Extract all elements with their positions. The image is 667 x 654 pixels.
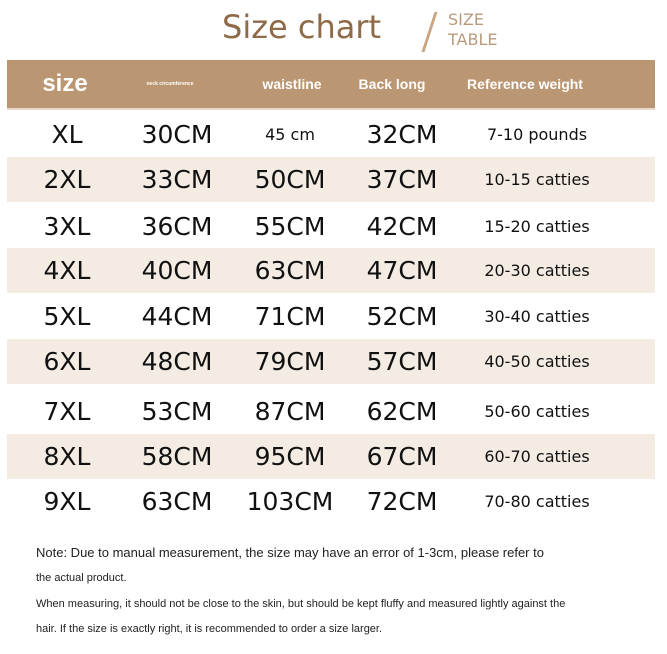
cell-waist: 95CM bbox=[254, 442, 326, 471]
cell-back: 57CM bbox=[366, 347, 438, 376]
cell-waist: 103CM bbox=[246, 487, 334, 516]
cell-weight: 15-20 catties bbox=[484, 217, 590, 236]
cell-waist: 45 cm bbox=[265, 125, 315, 144]
table-row: 4XL 40CM 63CM 47CM 20-30 catties bbox=[7, 248, 655, 293]
table-row: 5XL 44CM 71CM 52CM 30-40 catties bbox=[7, 294, 655, 339]
cell-neck: 58CM bbox=[141, 442, 213, 471]
table-row: XL 30CM 45 cm 32CM 7-10 pounds bbox=[7, 112, 655, 157]
cell-size: 9XL bbox=[43, 487, 91, 516]
cell-neck: 48CM bbox=[141, 347, 213, 376]
cell-neck: 36CM bbox=[141, 212, 213, 241]
cell-size: 3XL bbox=[43, 212, 91, 241]
note-line-1: Note: Due to manual measurement, the siz… bbox=[36, 545, 544, 560]
header-weight: Reference weight bbox=[467, 76, 583, 92]
cell-neck: 40CM bbox=[141, 256, 213, 285]
cell-back: 37CM bbox=[366, 165, 438, 194]
cell-back: 42CM bbox=[366, 212, 438, 241]
cell-weight: 7-10 pounds bbox=[486, 125, 588, 144]
table-row: 9XL 63CM 103CM 72CM 70-80 catties bbox=[7, 479, 655, 524]
cell-back: 52CM bbox=[366, 302, 438, 331]
cell-neck: 53CM bbox=[141, 397, 213, 426]
cell-back: 32CM bbox=[366, 120, 438, 149]
cell-waist: 71CM bbox=[254, 302, 326, 331]
cell-waist: 63CM bbox=[254, 256, 326, 285]
cell-size: 7XL bbox=[43, 397, 91, 426]
cell-weight: 60-70 catties bbox=[484, 447, 590, 466]
cell-back: 67CM bbox=[366, 442, 438, 471]
cell-neck: 44CM bbox=[141, 302, 213, 331]
cell-size: 5XL bbox=[43, 302, 91, 331]
cell-weight: 70-80 catties bbox=[484, 492, 590, 511]
table-row: 3XL 36CM 55CM 42CM 15-20 catties bbox=[7, 204, 655, 249]
table-row: 6XL 48CM 79CM 57CM 40-50 catties bbox=[7, 339, 655, 384]
header-waist: waistline bbox=[262, 76, 322, 92]
cell-size: 6XL bbox=[43, 347, 91, 376]
cell-weight: 10-15 catties bbox=[484, 170, 590, 189]
cell-weight: 40-50 catties bbox=[484, 352, 590, 371]
subtitle-line-2: TABLE bbox=[448, 30, 498, 49]
cell-back: 62CM bbox=[366, 397, 438, 426]
header-neck: neck circumference bbox=[146, 81, 194, 87]
cell-back: 72CM bbox=[366, 487, 438, 516]
cell-neck: 63CM bbox=[141, 487, 213, 516]
cell-size: 4XL bbox=[43, 256, 91, 285]
cell-neck: 33CM bbox=[141, 165, 213, 194]
note-line-4: hair. If the size is exactly right, it i… bbox=[36, 623, 383, 635]
page-title: Size chart bbox=[222, 8, 382, 46]
table-header: size neck circumference waistline Back l… bbox=[7, 60, 655, 110]
cell-weight: 50-60 catties bbox=[484, 402, 590, 421]
subtitle-line-1: SIZE bbox=[448, 10, 484, 29]
note-line-3: When measuring, it should not be close t… bbox=[36, 598, 566, 610]
cell-size: 8XL bbox=[43, 442, 91, 471]
header-back: Back long bbox=[358, 76, 426, 92]
cell-back: 47CM bbox=[366, 256, 438, 285]
table-row: 7XL 53CM 87CM 62CM 50-60 catties bbox=[7, 389, 655, 434]
cell-waist: 87CM bbox=[254, 397, 326, 426]
cell-neck: 30CM bbox=[141, 120, 213, 149]
table-row: 2XL 33CM 50CM 37CM 10-15 catties bbox=[7, 157, 655, 202]
cell-size: 2XL bbox=[43, 165, 91, 194]
note-line-2: the actual product. bbox=[36, 572, 127, 584]
cell-size: XL bbox=[51, 120, 83, 149]
cell-waist: 79CM bbox=[254, 347, 326, 376]
cell-weight: 30-40 catties bbox=[484, 307, 590, 326]
table-row: 8XL 58CM 95CM 67CM 60-70 catties bbox=[7, 434, 655, 479]
cell-waist: 55CM bbox=[254, 212, 326, 241]
cell-waist: 50CM bbox=[254, 165, 326, 194]
cell-weight: 20-30 catties bbox=[484, 261, 590, 280]
header-size: size bbox=[42, 70, 88, 97]
slash-divider bbox=[421, 12, 438, 52]
subtitle: SIZE TABLE bbox=[448, 10, 497, 50]
